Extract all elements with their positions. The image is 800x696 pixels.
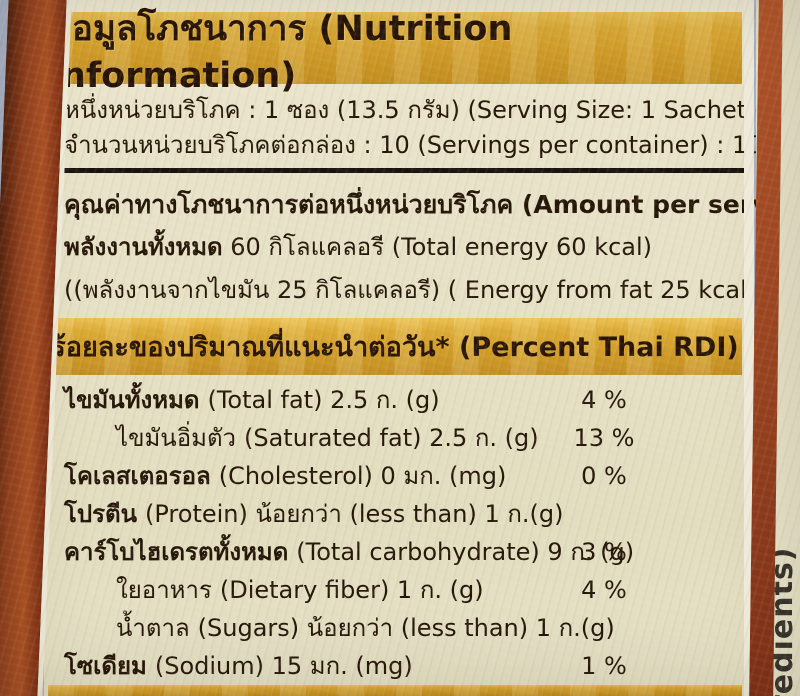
percent-thai-rdi-bar: ร้อยละของปริมาณที่แนะนำต่อวัน* (Percent … (48, 318, 742, 375)
nutrient-row-dietary-fiber: ใยอาหาร (Dietary fiber) 1 ก. (g) 4 % (64, 571, 734, 609)
nutrition-title: ข้อมูลโภชนาการ (Nutrition Information) (48, 8, 513, 96)
nutrient-label: โปรตีน (64, 500, 138, 528)
nutrient-detail: (Sugars) น้อยกว่า (less than) 1 ก.(g) (197, 614, 615, 642)
total-energy-thai: พลังงานทั้งหมด (64, 233, 223, 261)
nutrient-table: ไขมันทั้งหมด (Total fat) 2.5 ก. (g) 4 % ไ… (44, 375, 746, 685)
next-section-gold-bar (48, 685, 742, 696)
nutrient-row-saturated-fat: ไขมันอิ่มตัว (Saturated fat) 2.5 ก. (g) 1… (64, 419, 734, 457)
nutrient-label: ไขมันอิ่มตัว (116, 424, 236, 452)
total-energy-line: พลังงานทั้งหมด 60 กิโลแคลอรี (Total ener… (64, 226, 734, 269)
nutrient-detail: (Sodium) 15 มก. (mg) (154, 652, 413, 680)
nutrient-percent: 4 % (581, 386, 627, 414)
nutrient-label: โคเลสเตอรอล (64, 462, 211, 490)
nutrient-detail: (Total carbohydrate) 9 ก. (g) (296, 538, 635, 566)
nutrient-label: คาร์โบไฮเดรตทั้งหมด (64, 538, 289, 566)
nutrient-row-protein: โปรตีน (Protein) น้อยกว่า (less than) 1 ก… (64, 495, 734, 533)
nutrient-percent: 3 % (581, 538, 627, 566)
amount-per-serving-heading: คุณค่าทางโภชนาการต่อหนึ่งหน่วยบริโภค (Am… (64, 190, 800, 219)
nutrient-row-cholesterol: โคเลสเตอรอล (Cholesterol) 0 มก. (mg) 0 % (64, 457, 734, 495)
box-right-edge-highlight (744, 0, 754, 696)
nutrient-label: ไขมันทั้งหมด (64, 386, 200, 414)
nutrient-detail: (Cholesterol) 0 มก. (mg) (218, 462, 507, 490)
nutrition-title-bar: ข้อมูลโภชนาการ (Nutrition Information) (48, 9, 742, 96)
nutrient-row-total-fat: ไขมันทั้งหมด (Total fat) 2.5 ก. (g) 4 % (64, 381, 734, 419)
energy-from-fat-line: ((พลังงานจากไขมัน 25 กิโลแคลอรี) ( Energ… (64, 276, 766, 304)
amount-per-serving-block: คุณค่าทางโภชนาการต่อหนึ่งหน่วยบริโภค (Am… (44, 173, 800, 316)
nutrient-label: โซเดียม (64, 652, 147, 680)
serving-size-line: หนึ่งหน่วยบริโภค : 1 ซอง (13.5 กรัม) (Se… (64, 96, 800, 124)
percent-thai-rdi-heading: ร้อยละของปริมาณที่แนะนำต่อวัน* (Percent … (51, 332, 739, 363)
nutrient-detail: (Total fat) 2.5 ก. (g) (207, 386, 440, 414)
servings-per-container-line: จำนวนหน่วยบริโภคต่อกล่อง : 10 (Servings … (64, 131, 763, 159)
nutrient-detail: (Saturated fat) 2.5 ก. (g) (244, 424, 539, 452)
nutrient-detail: (Protein) น้อยกว่า (less than) 1 ก.(g) (145, 500, 564, 528)
nutrition-label-panel: ข้อมูลโภชนาการ (Nutrition Information) ห… (44, 0, 800, 696)
nutrient-row-sodium: โซเดียม (Sodium) 15 มก. (mg) 1 % (64, 647, 734, 685)
nutrient-detail: (Dietary fiber) 1 ก. (g) (219, 576, 484, 604)
nutrient-percent: 13 % (573, 424, 635, 452)
total-energy-rest: 60 กิโลแคลอรี (Total energy 60 kcal) (230, 233, 653, 261)
nutrient-percent: 0 % (581, 462, 627, 490)
nutrient-label: น้ำตาล (116, 614, 190, 642)
nutrient-row-sugars: น้ำตาล (Sugars) น้อยกว่า (less than) 1 ก.… (64, 609, 734, 647)
serving-info-block: หนึ่งหน่วยบริโภค : 1 ซอง (13.5 กรัม) (Se… (44, 84, 800, 165)
nutrient-percent: 1 % (581, 652, 627, 680)
section-divider-rule (44, 168, 746, 173)
nutrient-percent: 4 % (581, 576, 627, 604)
nutrient-label: ใยอาหาร (116, 576, 212, 604)
nutrient-row-total-carbohydrate: คาร์โบไฮเดรตทั้งหมด (Total carbohydrate) … (64, 533, 734, 571)
